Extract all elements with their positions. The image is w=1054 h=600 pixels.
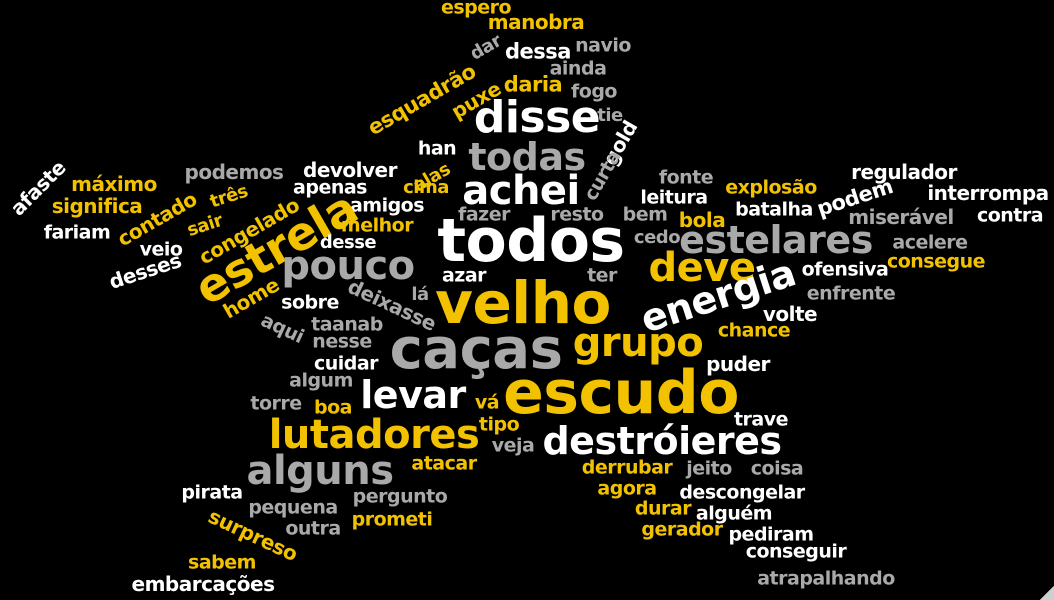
word-bem: bem <box>622 203 668 226</box>
word-bola: bola <box>678 208 726 232</box>
word-velho: velho <box>435 269 611 337</box>
word-cacas: caças <box>389 317 563 382</box>
word-han: han <box>417 137 457 160</box>
word-achei: achei <box>462 168 580 214</box>
word-ter: ter <box>587 264 617 287</box>
word-ofensiva: ofensiva <box>801 258 889 281</box>
word-melhor: melhor <box>340 214 414 237</box>
word-aqui: aqui <box>257 309 308 348</box>
word-veio: veio <box>139 238 183 261</box>
word-deve: deve <box>648 245 756 291</box>
word-chance: chance <box>717 319 791 342</box>
word-miseravel: miserável <box>848 205 954 229</box>
word-outra: outra <box>285 517 341 540</box>
word-enfrente: enfrente <box>806 282 896 305</box>
word-agora: agora <box>597 477 657 500</box>
word-conseguir: conseguir <box>745 540 847 563</box>
word-fariam: fariam <box>43 221 111 244</box>
word-sabem: sabem <box>188 551 256 574</box>
word-desse: desse <box>319 232 377 253</box>
word-amigos: amigos <box>349 194 425 217</box>
word-boa: boa <box>314 396 352 419</box>
word-descongelar: descongelar <box>679 481 805 504</box>
word-cima: cima <box>403 177 449 198</box>
word-sobre: sobre <box>281 291 339 314</box>
word-torre: torre <box>250 392 302 415</box>
word-puder: puder <box>706 352 770 376</box>
word-fogo: fogo <box>571 80 617 103</box>
word-destroieres: destróieres <box>542 419 782 463</box>
word-dar: dar <box>466 30 506 65</box>
word-significa: significa <box>51 194 143 218</box>
word-derrubar: derrubar <box>581 456 673 479</box>
word-regulador: regulador <box>851 160 957 184</box>
word-resto: resto <box>550 203 604 226</box>
word-explosao: explosão <box>725 176 817 199</box>
word-batalha: batalha <box>735 198 813 221</box>
word-atrapalhando: atrapalhando <box>757 567 895 590</box>
word-azar: azar <box>441 264 487 287</box>
word-jeito: jeito <box>686 457 732 480</box>
word-curta: curta <box>579 147 626 205</box>
word-prometi: prometi <box>351 508 433 531</box>
word-acelere: acelere <box>892 231 968 254</box>
word-consegue: consegue <box>886 250 986 273</box>
word-cuidar: cuidar <box>313 352 379 375</box>
word-fonte: fonte <box>658 166 714 189</box>
word-devolver: devolver <box>303 158 397 182</box>
word-interrompa: interrompa <box>927 181 1049 205</box>
word-grupo: grupo <box>572 320 704 366</box>
word-ainda: ainda <box>549 57 607 80</box>
word-pediram: pediram <box>728 523 814 546</box>
word-escudo: escudo <box>503 358 739 428</box>
word-estelares: estelares <box>679 218 873 262</box>
word-volte: volte <box>762 302 818 326</box>
word-dessa: dessa <box>505 39 571 64</box>
word-cedo: cedo <box>633 227 681 248</box>
resize-grip[interactable] <box>1040 586 1054 600</box>
word-pequena: pequena <box>248 496 338 519</box>
word-tie: tie <box>597 105 623 126</box>
word-podemos: podemos <box>184 160 284 184</box>
word-lutadores: lutadores <box>268 412 480 458</box>
word-leitura: leitura <box>640 186 708 209</box>
word-apenas: apenas <box>293 176 367 199</box>
word-maximo: máximo <box>71 172 157 196</box>
word-levar: levar <box>360 373 466 417</box>
word-pirata: pirata <box>181 481 243 504</box>
word-contra: contra <box>976 204 1044 227</box>
word-trave: trave <box>733 408 789 431</box>
word-atacar: atacar <box>411 452 477 475</box>
word-alguns: alguns <box>246 448 394 494</box>
word-embarcacoes: embarcações <box>131 572 276 596</box>
word-veja: veja <box>491 434 535 457</box>
word-alguem: alguém <box>695 502 773 525</box>
word-disse: disse <box>473 92 601 143</box>
word-nesse: nesse <box>312 330 372 353</box>
word-espero: espero <box>440 0 512 19</box>
word-coisa: coisa <box>750 457 804 480</box>
word-todas: todas <box>468 135 586 179</box>
word-tres: três <box>207 180 251 213</box>
word-gerador: gerador <box>641 518 723 541</box>
word-daria: daria <box>503 72 563 97</box>
word-fazer: fazer <box>458 203 510 226</box>
word-todos: todos <box>437 206 625 276</box>
word-la: lá <box>411 284 429 305</box>
word-pergunto: pergunto <box>352 485 448 508</box>
word-pouco: pouco <box>281 243 415 289</box>
word-taanab: taanab <box>311 313 383 336</box>
word-va: vá <box>474 391 500 414</box>
word-algum: algum <box>289 369 353 392</box>
word-navio: navio <box>575 34 631 57</box>
word-durar: durar <box>634 497 692 520</box>
word-tipo: tipo <box>478 413 520 436</box>
word-manobra: manobra <box>487 10 585 34</box>
